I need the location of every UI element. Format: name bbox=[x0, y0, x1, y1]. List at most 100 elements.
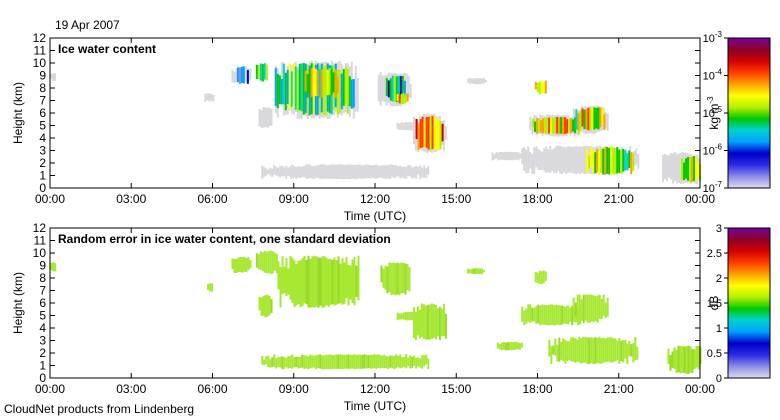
error-region-stripe bbox=[353, 257, 356, 306]
colorbar-tick-label: 10-4 bbox=[703, 68, 723, 83]
error-region bbox=[548, 336, 639, 365]
missing-data-stripe bbox=[419, 165, 422, 180]
missing-data-stripe bbox=[375, 164, 378, 179]
missing-data-stripe bbox=[501, 152, 504, 160]
missing-data-stripe bbox=[291, 164, 294, 179]
error-region-stripe bbox=[422, 304, 425, 339]
missing-data-stripe bbox=[497, 152, 500, 161]
x-tick-label: 03:00 bbox=[116, 192, 146, 206]
error-region-stripe bbox=[351, 259, 354, 304]
iwc-retrieval-stripe bbox=[597, 107, 600, 130]
missing-data-stripe bbox=[505, 151, 508, 161]
iwc-retrieval-stripe bbox=[396, 94, 399, 101]
y-tick-label: 8 bbox=[39, 271, 46, 285]
error-region-stripe bbox=[570, 337, 573, 362]
error-region-stripe bbox=[545, 305, 548, 326]
error-region-stripe bbox=[389, 355, 392, 368]
error-region-stripe bbox=[289, 355, 292, 368]
missing-data-stripe bbox=[473, 78, 476, 84]
missing-data-stripe bbox=[381, 75, 384, 102]
error-region-stripe bbox=[267, 251, 270, 274]
error-region-stripe bbox=[309, 354, 312, 369]
error-region-stripe bbox=[241, 257, 244, 273]
missing-data-stripe bbox=[557, 145, 560, 172]
error-region-stripe bbox=[339, 263, 342, 304]
iwc-retrieval bbox=[236, 65, 249, 85]
y-axis-label: Height (km) bbox=[11, 272, 25, 334]
error-region-stripe bbox=[347, 354, 350, 369]
error-region-stripe bbox=[560, 341, 563, 360]
missing-data-stripe bbox=[678, 153, 681, 184]
y-tick-label: 8 bbox=[39, 81, 46, 95]
iwc-retrieval-stripe bbox=[681, 158, 684, 181]
missing-data-stripe bbox=[442, 120, 445, 151]
error-region-stripe bbox=[600, 298, 603, 320]
error-region-stripe bbox=[269, 250, 272, 275]
error-region-stripe bbox=[479, 268, 482, 275]
y-tick-label: 3 bbox=[39, 144, 46, 158]
error-region bbox=[50, 262, 56, 272]
error-region-stripe bbox=[281, 356, 284, 370]
missing-data-stripe bbox=[483, 78, 486, 84]
error-region-stripe bbox=[498, 344, 501, 350]
iwc-retrieval bbox=[415, 115, 444, 151]
iwc-retrieval-stripe bbox=[320, 69, 323, 98]
y-tick-label: 9 bbox=[39, 69, 46, 83]
error-region-stripe bbox=[535, 306, 538, 324]
error-region-stripe bbox=[403, 356, 406, 368]
missing-data-stripe bbox=[325, 165, 328, 179]
error-region-stripe bbox=[349, 354, 352, 369]
iwc-retrieval-stripe bbox=[316, 70, 319, 97]
iwc-retrieval-stripe bbox=[290, 71, 293, 107]
error-region-stripe bbox=[496, 342, 499, 349]
error-region-stripe bbox=[291, 354, 294, 369]
missing-data-stripe bbox=[519, 153, 522, 159]
error-region-stripe bbox=[264, 295, 267, 318]
iwc-retrieval-stripe bbox=[562, 116, 565, 135]
error-region-stripe bbox=[571, 305, 574, 326]
iwc-retrieval-stripe bbox=[602, 148, 605, 175]
missing-data-stripe bbox=[529, 116, 532, 131]
error-region-stripe bbox=[275, 358, 278, 369]
missing-data-stripe bbox=[407, 165, 410, 176]
error-region-stripe bbox=[269, 359, 272, 368]
iwc-retrieval-stripe bbox=[624, 150, 627, 171]
iwc-retrieval bbox=[575, 107, 606, 131]
error-region-stripe bbox=[391, 355, 394, 368]
missing-data-stripe bbox=[249, 68, 252, 80]
error-region-stripe bbox=[382, 268, 385, 288]
error-region-stripe bbox=[608, 337, 611, 362]
missing-data-stripe bbox=[208, 93, 211, 102]
missing-data-stripe bbox=[541, 151, 544, 170]
colorbar-tick-label: 1.5 bbox=[707, 298, 722, 310]
missing-data-stripe bbox=[261, 165, 264, 179]
iwc-retrieval-stripe bbox=[540, 80, 543, 94]
error-region-stripe bbox=[594, 296, 597, 322]
iwc-retrieval-stripe bbox=[402, 93, 405, 105]
iwc-retrieval-stripe bbox=[425, 117, 428, 148]
iwc-retrieval-stripe bbox=[259, 63, 262, 81]
y-tick-label: 6 bbox=[39, 296, 46, 310]
missing-data-stripe bbox=[307, 164, 310, 179]
error-region-stripe bbox=[576, 339, 579, 362]
iwc-retrieval-stripe bbox=[630, 152, 633, 175]
missing-data-stripe bbox=[269, 167, 272, 176]
missing-data-stripe bbox=[351, 164, 354, 179]
error-region-stripe bbox=[323, 256, 326, 308]
error-region-stripe bbox=[415, 358, 418, 369]
missing-data-stripe bbox=[319, 164, 322, 179]
error-region-stripe bbox=[327, 259, 330, 307]
missing-data-stripe bbox=[479, 78, 482, 85]
missing-data-stripe bbox=[511, 152, 514, 161]
missing-data-stripe bbox=[401, 166, 404, 178]
error-region-stripe bbox=[207, 283, 210, 290]
error-region-stripe bbox=[231, 258, 234, 269]
missing-data-stripe bbox=[411, 167, 414, 179]
error-region-stripe bbox=[388, 262, 391, 293]
error-region-stripe bbox=[504, 342, 507, 351]
x-tick-label: 03:00 bbox=[116, 382, 146, 396]
missing-data-stripe bbox=[204, 93, 207, 102]
iwc-retrieval-stripe bbox=[596, 148, 599, 173]
iwc-retrieval-stripe bbox=[558, 117, 561, 135]
missing-data-stripe bbox=[309, 164, 312, 179]
